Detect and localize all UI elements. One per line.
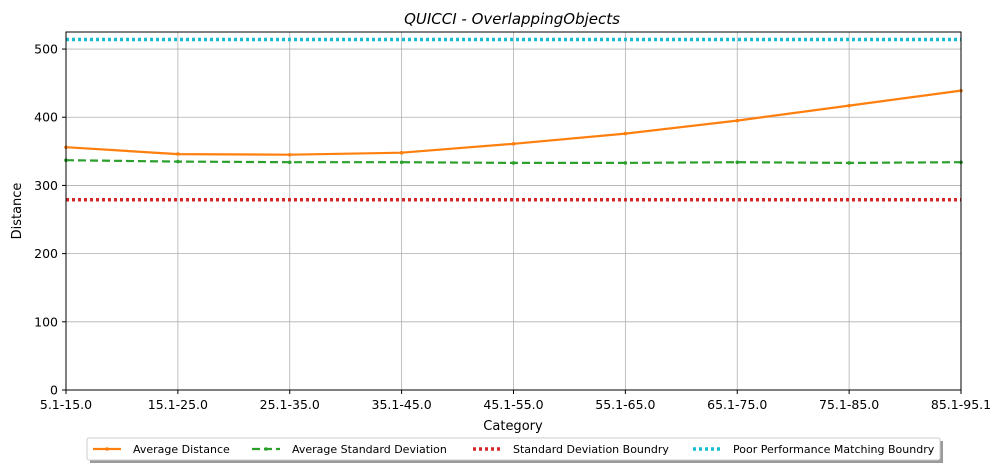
y-tick-label: 400 xyxy=(34,110,58,125)
data-point xyxy=(511,161,516,165)
x-tick-label: 5.1-15.0 xyxy=(40,397,92,412)
x-tick-label: 85.1-95.1 xyxy=(931,397,991,412)
y-tick-label: 300 xyxy=(34,178,58,193)
data-point xyxy=(399,160,404,165)
data-point xyxy=(176,152,180,156)
legend: Average Distance Average Standard Deviati… xyxy=(86,437,943,463)
chart-title: QUICCI - OverlappingObjects xyxy=(404,10,620,28)
x-tick-label: 15.1-25.0 xyxy=(148,397,208,412)
legend-label: Average Distance xyxy=(133,443,230,456)
x-tick-label: 45.1-55.0 xyxy=(483,397,543,412)
x-tick-label: 55.1-65.0 xyxy=(595,397,655,412)
y-tick-label: 100 xyxy=(34,314,58,329)
data-point xyxy=(287,160,292,165)
x-tick-label: 75.1-85.0 xyxy=(819,397,879,412)
data-point xyxy=(735,118,740,123)
data-point xyxy=(623,161,628,165)
legend-marker xyxy=(264,447,268,451)
x-tick-label: 35.1-45.0 xyxy=(372,397,432,412)
y-tick-label: 500 xyxy=(34,42,58,57)
series-layer xyxy=(64,37,963,202)
data-point xyxy=(176,159,180,164)
x-axis-label: Category xyxy=(483,419,543,434)
data-point xyxy=(623,131,628,136)
x-tick-label: 25.1-35.0 xyxy=(260,397,320,412)
y-axis-label: Distance xyxy=(10,183,25,240)
data-point xyxy=(847,103,851,108)
x-axis-ticks: 5.1-15.0 15.1-25.0 25.1-35.0 35.1-45.0 45.1-… xyxy=(40,390,991,412)
y-axis-ticks: 0 100 200 300 400 500 xyxy=(34,42,66,398)
legend-box xyxy=(86,437,941,461)
data-point xyxy=(847,161,851,165)
y-tick-label: 200 xyxy=(34,246,58,261)
legend-marker xyxy=(105,447,109,451)
legend-label: Average Standard Deviation xyxy=(292,443,447,456)
data-point xyxy=(287,152,292,157)
data-point xyxy=(735,160,740,165)
data-point xyxy=(511,142,516,146)
data-point xyxy=(399,150,404,155)
x-tick-label: 65.1-75.0 xyxy=(707,397,767,412)
legend-label: Standard Deviation Boundry xyxy=(513,443,669,456)
legend-label: Poor Performance Matching Boundry xyxy=(733,443,935,456)
y-tick-label: 0 xyxy=(50,383,58,398)
